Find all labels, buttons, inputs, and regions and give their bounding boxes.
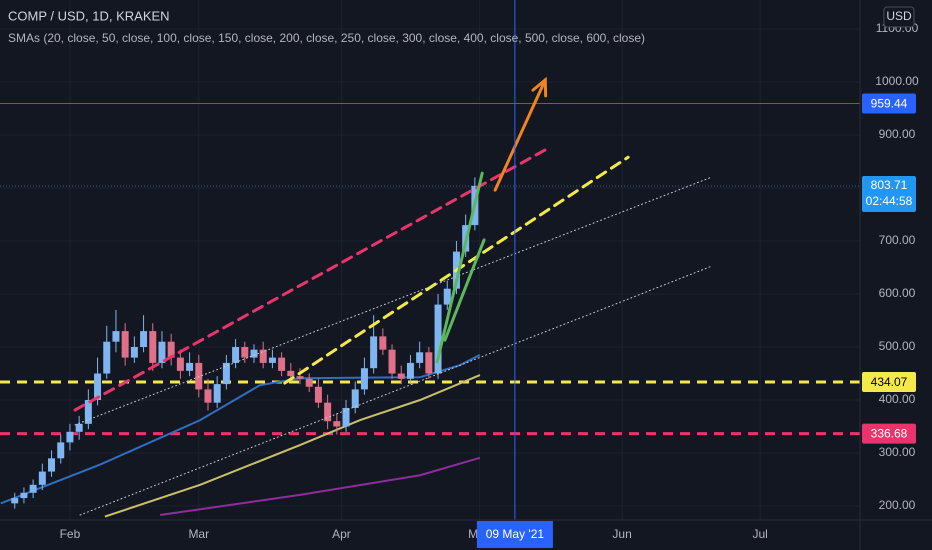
price-tag bbox=[862, 423, 916, 444]
candle-body bbox=[241, 347, 249, 358]
sma-line bbox=[0, 354, 481, 505]
trend-line bbox=[443, 238, 486, 342]
candle-body bbox=[406, 362, 414, 379]
candle-body bbox=[66, 431, 74, 443]
candle-body bbox=[351, 389, 359, 408]
price-tag-label: 434.07 bbox=[871, 375, 908, 389]
candle-body bbox=[195, 362, 203, 390]
candle-body bbox=[94, 373, 102, 401]
price-tag bbox=[862, 93, 916, 114]
candle-body bbox=[370, 336, 378, 369]
currency[interactable]: USD bbox=[886, 9, 912, 23]
last-price-tag bbox=[862, 176, 916, 213]
candle-body bbox=[232, 347, 240, 363]
candle-body bbox=[342, 407, 350, 427]
y-tick-label: 700.00 bbox=[879, 233, 916, 247]
candle-body bbox=[434, 304, 442, 374]
candle-body bbox=[305, 378, 313, 387]
y-tick-label: 500.00 bbox=[879, 339, 916, 353]
candle-body bbox=[11, 498, 19, 504]
price-tag-label: 959.44 bbox=[871, 97, 908, 111]
x-tick-label: Apr bbox=[332, 527, 351, 541]
plot bbox=[0, 0, 713, 520]
candle-body bbox=[278, 357, 286, 371]
candle-body bbox=[268, 357, 276, 363]
candle-body bbox=[250, 349, 258, 358]
candle-body bbox=[222, 362, 230, 385]
candle-body bbox=[324, 402, 332, 422]
trend-line bbox=[283, 155, 630, 385]
trend-line bbox=[493, 78, 547, 192]
y-tick-label: 600.00 bbox=[879, 286, 916, 300]
candle-body bbox=[333, 421, 341, 427]
trend-line bbox=[73, 148, 547, 412]
x-tick-label: Feb bbox=[60, 527, 81, 541]
sma-line bbox=[159, 456, 481, 517]
crosshair-label: 09 May '21 bbox=[486, 527, 545, 541]
candle-body bbox=[29, 484, 37, 493]
candle-body bbox=[140, 331, 148, 348]
candle-body bbox=[416, 352, 424, 363]
trend-line bbox=[435, 171, 484, 364]
candle-body bbox=[57, 442, 65, 459]
candle-body bbox=[38, 471, 46, 485]
candle-body bbox=[20, 492, 28, 499]
candle-body bbox=[48, 458, 56, 472]
price-tag bbox=[862, 371, 916, 392]
y-tick-label: 1000.00 bbox=[875, 74, 919, 88]
candle-body bbox=[204, 389, 212, 403]
arrow-head bbox=[531, 76, 548, 98]
candle-body bbox=[388, 349, 396, 374]
candle-body bbox=[443, 288, 451, 305]
chart-title: COMP / USD, 1D, KRAKEN bbox=[8, 8, 170, 23]
price-tag-label: 336.68 bbox=[871, 427, 908, 441]
candle-body bbox=[213, 384, 221, 403]
candle-body bbox=[84, 400, 92, 424]
candle-body bbox=[167, 341, 175, 358]
candle-body bbox=[103, 341, 111, 374]
countdown-label: 02:44:58 bbox=[866, 194, 913, 208]
trend-line bbox=[79, 265, 713, 516]
candle-body bbox=[397, 373, 405, 379]
candle-body bbox=[158, 341, 166, 363]
sma-line bbox=[104, 374, 481, 518]
x-tick-label: Jun bbox=[612, 527, 631, 541]
y-tick-label: 300.00 bbox=[879, 445, 916, 459]
candle-body bbox=[75, 423, 83, 432]
candle-body bbox=[186, 362, 194, 371]
x-tick-label: Jul bbox=[752, 527, 767, 541]
candle-body bbox=[112, 331, 120, 342]
chart-subtitle: SMAs (20, close, 50, close, 100, close, … bbox=[8, 31, 645, 45]
candle-body bbox=[425, 352, 433, 374]
candle-body bbox=[360, 368, 368, 390]
candle-body bbox=[259, 349, 267, 363]
currency-button[interactable] bbox=[883, 6, 915, 28]
last-price-label: 803.71 bbox=[871, 178, 908, 192]
y-tick-label: 200.00 bbox=[879, 498, 916, 512]
candle-body bbox=[149, 331, 157, 363]
candle-body bbox=[296, 376, 304, 379]
grid bbox=[0, 0, 860, 520]
candle-body bbox=[176, 357, 184, 371]
x-tick-label: Mar bbox=[188, 527, 209, 541]
y-tick-label: 900.00 bbox=[879, 127, 916, 141]
candle-body bbox=[121, 331, 129, 358]
candle-body bbox=[314, 386, 322, 403]
y-tick-label: 400.00 bbox=[879, 392, 916, 406]
candle-body bbox=[287, 370, 295, 377]
candle-body bbox=[379, 336, 387, 350]
candle-body bbox=[130, 347, 138, 358]
crosshair-label-bg bbox=[476, 521, 553, 548]
